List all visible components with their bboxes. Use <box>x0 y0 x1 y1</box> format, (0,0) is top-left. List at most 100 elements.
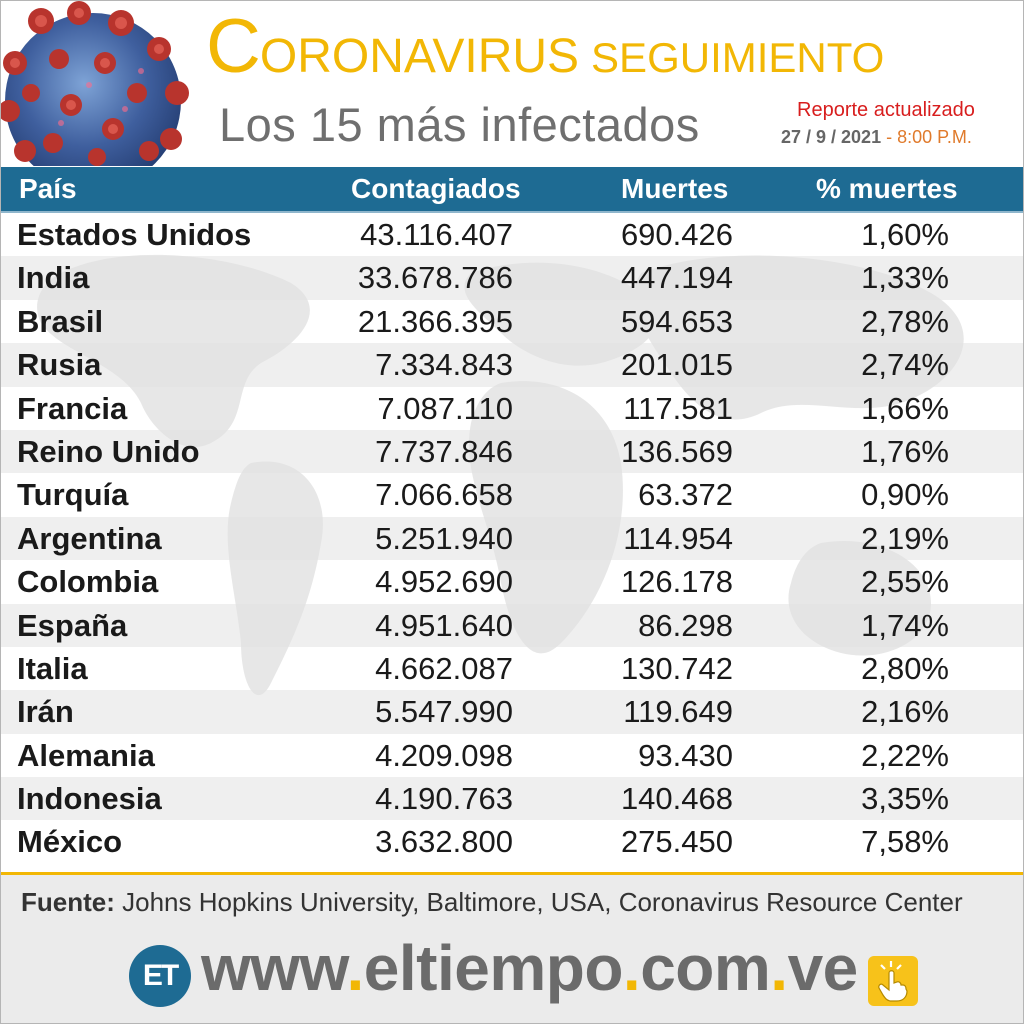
death-percent-cell: 2,19% <box>861 520 949 556</box>
deaths-cell: 275.450 <box>620 824 733 860</box>
country-cell: Turquía <box>17 477 129 513</box>
death-percent-cell: 1,74% <box>861 607 949 643</box>
cases-cell: 21.366.395 <box>357 303 513 339</box>
cases-cell: 4.951.640 <box>375 607 513 643</box>
footer: Fuente: Johns Hopkins University, Baltim… <box>1 875 1023 1023</box>
death-percent-cell: 3,35% <box>861 781 949 817</box>
death-percent-cell: 0,90% <box>861 477 949 513</box>
url-dot: . <box>770 932 788 1004</box>
coronavirus-illustration <box>1 1 189 166</box>
deaths-cell: 114.954 <box>623 520 733 556</box>
table-row: Alemania 4.209.098 93.430 2,22% <box>1 734 1023 777</box>
table-row: Turquía 7.066.658 63.372 0,90% <box>1 473 1023 516</box>
deaths-cell: 119.649 <box>623 694 733 730</box>
subtitle: Los 15 más infectados <box>219 98 700 151</box>
country-cell: México <box>17 824 123 860</box>
cases-cell: 4.209.098 <box>375 737 513 773</box>
deaths-cell: 594.653 <box>620 303 733 339</box>
deaths-cell: 126.178 <box>620 564 733 600</box>
table-row: Brasil 21.366.395 594.653 2,78% <box>1 300 1023 343</box>
url-part: com <box>640 932 771 1004</box>
deaths-cell: 447.194 <box>620 260 733 296</box>
death-percent-cell: 2,16% <box>861 694 949 730</box>
url-part: www <box>201 932 347 1004</box>
deaths-cell: 86.298 <box>638 607 733 643</box>
column-header-cases: Contagiados <box>351 173 521 204</box>
source-label: Fuente: <box>21 887 115 917</box>
click-hand-icon[interactable] <box>867 955 919 1007</box>
url-dot: . <box>346 932 364 1004</box>
table-row: Estados Unidos 43.116.407 690.426 1,60% <box>1 213 1023 256</box>
table-row: Reino Unido 7.737.846 136.569 1,76% <box>1 429 1023 474</box>
infections-table: País Contagiados Muertes % muertes Estad… <box>1 167 1023 864</box>
country-cell: Italia <box>17 650 88 686</box>
deaths-cell: 130.742 <box>620 650 733 686</box>
death-percent-cell: 2,74% <box>861 347 949 383</box>
divider <box>1 872 1023 875</box>
death-percent-cell: 1,66% <box>861 390 949 426</box>
death-percent-cell: 2,78% <box>861 303 949 339</box>
country-cell: Francia <box>17 390 128 426</box>
deaths-cell: 140.468 <box>620 781 733 817</box>
report-label: Reporte actualizado <box>797 99 975 121</box>
deaths-cell: 117.581 <box>623 390 733 426</box>
cases-cell: 7.737.846 <box>375 433 513 469</box>
deaths-cell: 690.426 <box>620 217 733 252</box>
table-header: País Contagiados Muertes % muertes <box>1 167 1023 213</box>
table-row: México 3.632.800 275.450 7,58% <box>1 820 1023 863</box>
column-header-deaths: Muertes <box>621 173 729 204</box>
cases-cell: 4.190.763 <box>375 781 513 817</box>
death-percent-cell: 2,55% <box>861 564 949 600</box>
report-datetime: 27 / 9 / 2021 - 8:00 P.M. <box>781 127 972 148</box>
cases-cell: 4.952.690 <box>375 564 513 600</box>
country-cell: Reino Unido <box>17 433 200 469</box>
main-title: CORONAVIRUS SEGUIMIENTO <box>206 3 884 90</box>
header: CORONAVIRUS SEGUIMIENTO Los 15 más infect… <box>1 1 1023 166</box>
website-url[interactable]: www.eltiempo.com.ve <box>201 931 858 1005</box>
report-time: 8:00 P.M. <box>897 127 972 147</box>
report-date: 27 / 9 / 2021 <box>781 127 882 147</box>
title-seguimiento: SEGUIMIENTO <box>591 34 885 81</box>
cases-cell: 7.066.658 <box>375 477 513 513</box>
table-row: Francia 7.087.110 117.581 1,66% <box>1 387 1023 430</box>
table-row: Rusia 7.334.843 201.015 2,74% <box>1 343 1023 387</box>
source-text: Johns Hopkins University, Baltimore, USA… <box>114 887 963 917</box>
table-row: Argentina 5.251.940 114.954 2,19% <box>1 516 1023 561</box>
table-row: Indonesia 4.190.763 140.468 3,35% <box>1 777 1023 821</box>
et-logo-icon: ET <box>129 945 191 1007</box>
cases-cell: 5.547.990 <box>375 694 513 730</box>
table-row: India 33.678.786 447.194 1,33% <box>1 256 1023 300</box>
death-percent-cell: 1,60% <box>861 217 949 252</box>
cases-cell: 43.116.407 <box>360 217 513 252</box>
cases-cell: 7.334.843 <box>375 347 513 383</box>
table-body: Estados Unidos 43.116.407 690.426 1,60% … <box>1 213 1023 864</box>
table-row: España 4.951.640 86.298 1,74% <box>1 603 1023 647</box>
report-separator: - <box>886 127 893 147</box>
country-cell: Alemania <box>17 737 155 773</box>
cases-cell: 4.662.087 <box>375 650 513 686</box>
country-cell: Estados Unidos <box>17 217 252 252</box>
deaths-cell: 63.372 <box>638 477 733 513</box>
death-percent-cell: 2,80% <box>861 650 949 686</box>
country-cell: Colombia <box>17 564 159 600</box>
country-cell: España <box>17 607 128 643</box>
country-cell: Irán <box>17 694 74 730</box>
title-initial: C <box>206 4 261 89</box>
url-dot: . <box>622 932 641 1004</box>
death-percent-cell: 2,22% <box>861 737 949 773</box>
country-cell: Brasil <box>17 303 104 339</box>
column-header-country: País <box>19 173 77 204</box>
cases-cell: 5.251.940 <box>375 520 513 556</box>
death-percent-cell: 7,58% <box>861 824 949 860</box>
country-cell: Indonesia <box>17 781 162 817</box>
cases-cell: 3.632.800 <box>375 824 513 860</box>
deaths-cell: 136.569 <box>620 433 733 469</box>
table-row: Italia 4.662.087 130.742 2,80% <box>1 647 1023 690</box>
url-part: eltiempo <box>363 932 624 1004</box>
source-credit: Fuente: Johns Hopkins University, Baltim… <box>21 887 963 918</box>
country-cell: India <box>17 260 90 296</box>
death-percent-cell: 1,33% <box>861 260 949 296</box>
death-percent-cell: 1,76% <box>861 433 949 469</box>
title-coronavirus: ORONAVIRUS <box>259 30 580 83</box>
